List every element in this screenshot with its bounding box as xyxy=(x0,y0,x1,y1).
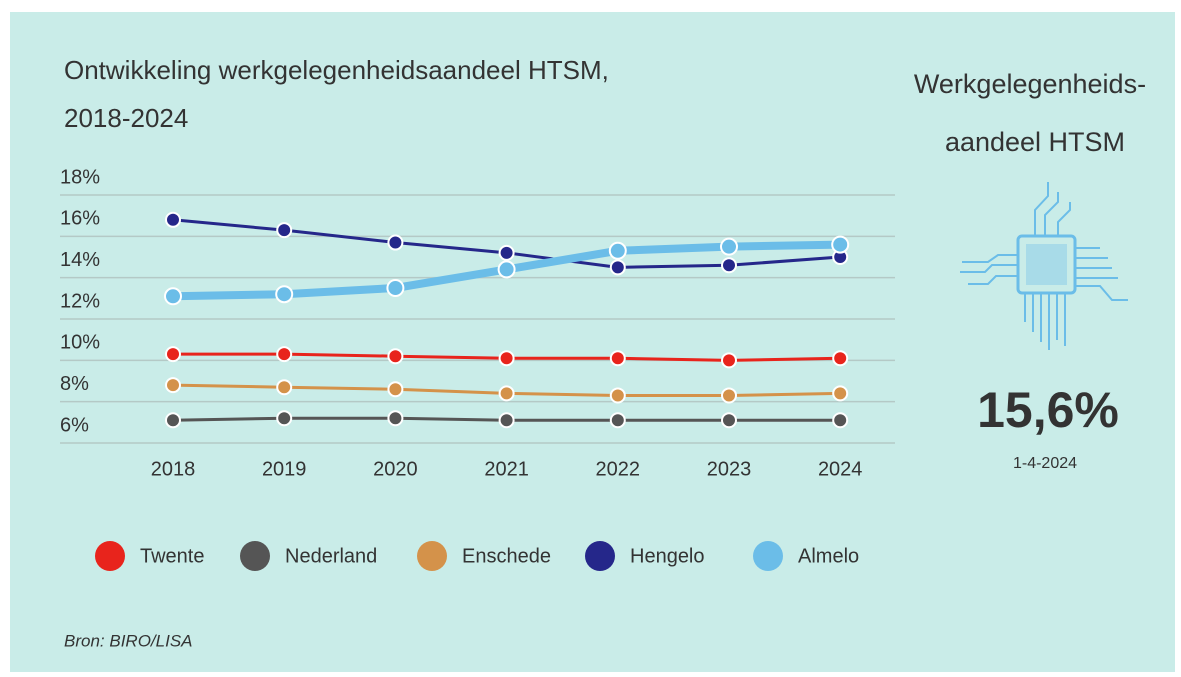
point xyxy=(831,235,850,254)
point xyxy=(498,412,515,429)
point xyxy=(609,259,626,276)
point xyxy=(276,410,293,427)
chip-icon xyxy=(960,182,1128,350)
x-tick-label: 2024 xyxy=(818,458,863,480)
point xyxy=(165,412,181,429)
point xyxy=(721,412,737,429)
point xyxy=(387,410,404,427)
point xyxy=(497,260,516,279)
side-heading: aandeel HTSM xyxy=(945,127,1125,157)
y-tick-label: 14% xyxy=(60,249,100,271)
source: Bron: BIRO/LISA xyxy=(64,631,193,650)
y-tick-label: 16% xyxy=(60,208,100,230)
y-tick-label: 6% xyxy=(60,414,89,436)
point xyxy=(165,211,181,228)
point xyxy=(275,285,294,304)
legend-swatch xyxy=(240,541,270,571)
chart-title: 2018-2024 xyxy=(64,103,188,133)
point xyxy=(386,279,405,297)
point xyxy=(832,385,849,402)
legend-swatch xyxy=(417,541,447,571)
point xyxy=(832,412,849,429)
x-tick-label: 2023 xyxy=(707,458,752,480)
side-date: 1-4-2024 xyxy=(1013,455,1077,472)
point xyxy=(721,257,737,274)
point xyxy=(498,385,515,402)
side-value: 15,6% xyxy=(977,382,1119,438)
point xyxy=(276,379,293,396)
point xyxy=(165,346,181,363)
y-tick-label: 10% xyxy=(60,332,100,354)
point xyxy=(609,412,626,429)
legend-label: Twente xyxy=(140,545,204,567)
point xyxy=(498,244,515,261)
point xyxy=(387,348,404,365)
x-tick-label: 2018 xyxy=(151,458,196,480)
point xyxy=(387,381,404,398)
side-heading: Werkgelegenheids- xyxy=(914,69,1146,99)
legend-swatch xyxy=(585,541,615,571)
y-tick-label: 18% xyxy=(60,166,100,188)
point xyxy=(721,387,737,404)
point xyxy=(276,346,293,363)
point xyxy=(609,350,626,367)
y-tick-label: 8% xyxy=(60,373,89,395)
point xyxy=(498,350,515,367)
point xyxy=(608,241,627,260)
legend-label: Hengelo xyxy=(630,545,705,567)
legend-label: Nederland xyxy=(285,545,377,567)
y-tick-label: 12% xyxy=(60,290,100,312)
chart-title: Ontwikkeling werkgelegenheidsaandeel HTS… xyxy=(64,55,609,85)
legend-label: Almelo xyxy=(798,545,859,567)
x-tick-label: 2021 xyxy=(484,458,529,480)
point xyxy=(832,350,849,367)
legend-swatch xyxy=(753,541,783,571)
point xyxy=(164,287,182,306)
point xyxy=(165,377,181,394)
point xyxy=(721,352,737,369)
point xyxy=(720,237,738,256)
legend-swatch xyxy=(95,541,125,571)
x-tick-label: 2022 xyxy=(596,458,641,480)
x-tick-label: 2020 xyxy=(373,458,418,480)
point xyxy=(609,387,626,404)
point xyxy=(387,234,404,251)
legend-label: Enschede xyxy=(462,545,551,567)
point xyxy=(276,222,293,239)
x-tick-label: 2019 xyxy=(262,458,307,480)
